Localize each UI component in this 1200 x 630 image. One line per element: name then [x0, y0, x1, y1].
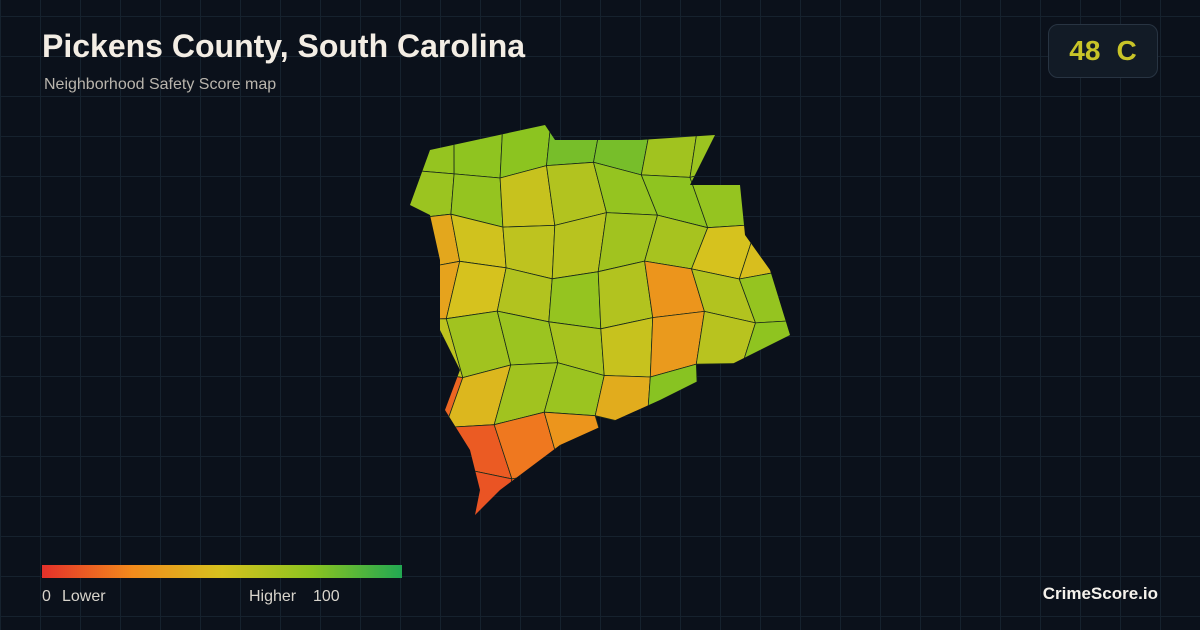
- region: [410, 125, 455, 175]
- regions: [410, 125, 790, 515]
- region: [543, 411, 610, 472]
- region: [597, 260, 654, 330]
- brand: CrimeScore.io: [1042, 584, 1158, 603]
- region: [410, 213, 461, 271]
- legend-bar: [42, 565, 402, 578]
- region: [546, 125, 602, 167]
- legend-low: Lower: [62, 588, 106, 605]
- region: [689, 125, 749, 178]
- title: Pickens County, South Carolina: [42, 28, 526, 64]
- region: [502, 470, 562, 515]
- region: [548, 271, 602, 330]
- score-badge: 48 C: [1048, 24, 1158, 78]
- region: [594, 375, 651, 429]
- legend-min: 0: [42, 588, 51, 605]
- subtitle: Neighborhood Safety Score map: [44, 76, 277, 93]
- region: [410, 169, 455, 221]
- region: [453, 125, 504, 179]
- region: [738, 219, 790, 280]
- grade: C: [1116, 35, 1137, 66]
- map: [410, 125, 790, 515]
- legend-max: 100: [313, 588, 340, 605]
- score: 48: [1069, 35, 1101, 66]
- region: [640, 125, 700, 178]
- legend-high: Higher: [249, 588, 297, 605]
